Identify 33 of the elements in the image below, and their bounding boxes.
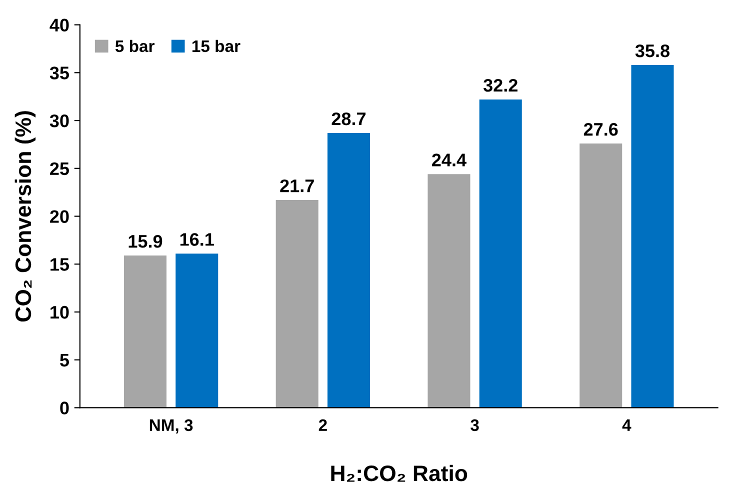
y-axis-title: CO₂ Conversion (%) (14, 111, 36, 322)
data-label: 28.7 (332, 112, 366, 126)
data-label: 32.2 (483, 78, 518, 92)
x-tick-label: NM, 3 (150, 419, 193, 434)
bar (276, 200, 318, 408)
data-label: 21.7 (280, 179, 314, 192)
x-axis-title: H₂:CO₂ Ratio (331, 464, 468, 482)
y-tick-label: 10 (50, 306, 69, 319)
bar (479, 99, 522, 408)
bar (428, 174, 470, 408)
y-tick-label: 0 (60, 402, 69, 414)
x-tick-label: 3 (470, 419, 479, 432)
data-label: 16.1 (180, 233, 214, 246)
bar (327, 132, 370, 408)
data-label: 35.8 (635, 44, 670, 58)
data-label: 15.9 (128, 234, 162, 248)
legend-label: 5 bar (115, 40, 155, 52)
y-tick-label: 25 (50, 162, 69, 176)
y-tick-label: 30 (50, 114, 69, 128)
x-tick-label: 2 (318, 419, 327, 431)
y-tick-label: 20 (50, 210, 69, 223)
legend-label: 15 bar (192, 40, 240, 52)
bar (124, 256, 166, 408)
x-tick-label: 4 (622, 419, 632, 431)
bar (176, 254, 218, 408)
bar (631, 65, 674, 408)
y-tick-label: 5 (60, 354, 69, 367)
y-tick-label: 15 (50, 258, 69, 271)
y-tick-label: 40 (50, 18, 69, 32)
y-tick-label: 35 (50, 66, 69, 80)
bar (580, 144, 622, 408)
data-label: 24.4 (432, 154, 466, 166)
data-label: 27.6 (584, 122, 618, 136)
